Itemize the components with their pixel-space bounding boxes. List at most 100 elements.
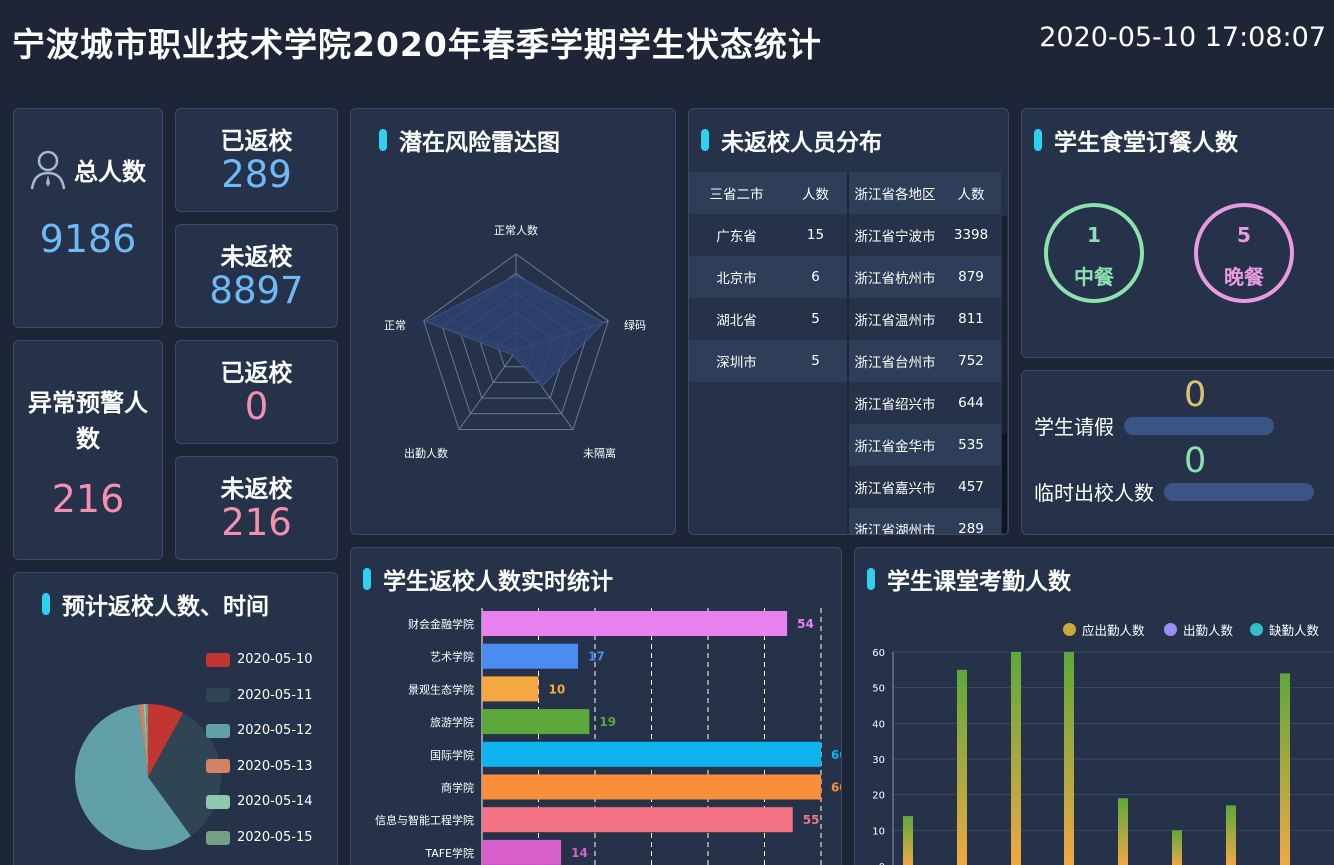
leave-bar: [1124, 416, 1274, 435]
province-table: 三省二市 人数 广东省 15 北京市 6 湖北省 5 深圳市 5: [689, 172, 847, 382]
attendance-y-tick: 60: [872, 648, 885, 659]
not-returned-label: 未返校: [220, 243, 293, 271]
table-cell: 289: [958, 521, 984, 535]
lunch-circle: 1 中餐: [1044, 203, 1144, 303]
bar-category-label: 信息与智能工程学院: [375, 813, 474, 827]
leave-panel: 0 学生请假 0 临时出校人数: [1021, 370, 1334, 535]
bar-value-label: 54: [797, 617, 814, 631]
pie-legend-item[interactable]: 2020-05-10: [206, 652, 313, 667]
leave-value: 0: [1184, 375, 1207, 415]
total-card: 总人数 9186: [13, 108, 163, 328]
return-bar-title: 学生返校人数实时统计: [363, 562, 613, 596]
bar-category-label: 旅游学院: [430, 715, 474, 729]
legend-swatch: [206, 652, 230, 667]
legend-label: 2020-05-15: [237, 830, 313, 845]
attendance-bar: [1280, 673, 1290, 865]
attendance-y-tick: 0: [879, 862, 885, 865]
attendance-chart: 0 10 20 30 40 50 60: [872, 648, 1334, 865]
radar-axis: [458, 350, 517, 430]
table-cell: 457: [958, 479, 984, 495]
attendance-bar: [1118, 798, 1128, 865]
bar-value-label: 55: [803, 813, 820, 827]
attendance-bar: [1226, 805, 1236, 865]
abnormal-label: 异常预警人数: [28, 389, 148, 453]
pie-legend-item[interactable]: 2020-05-12: [206, 723, 313, 738]
temp-label: 临时出校人数: [1034, 481, 1154, 505]
bar-mark: [482, 774, 821, 800]
abnormal-not-returned-value: 216: [221, 501, 292, 544]
table-row: 浙江省杭州市 879: [849, 256, 1001, 298]
table-row: 广东省 15: [689, 214, 847, 256]
abnormal-not-returned-label: 未返校: [220, 475, 293, 503]
table-cell: 浙江省温州市: [854, 313, 936, 329]
pie-slice: [74, 704, 191, 850]
table-cell: 浙江省绍兴市: [854, 397, 936, 413]
table-cell: 5: [811, 311, 820, 327]
title-accent: [1034, 129, 1042, 151]
zhejiang-table[interactable]: 浙江省各地区 人数 浙江省宁波市 3398 浙江省杭州市 879 浙江省温州市 811 浙江省台…: [849, 172, 1001, 535]
radar-indicator-label: 正常: [384, 319, 406, 332]
radar-indicator-label: 出勤人数: [404, 446, 448, 460]
table-cell: 6: [811, 269, 820, 285]
temp-value: 0: [1184, 441, 1207, 481]
radar-series-area: [424, 274, 605, 388]
table-cell: 644: [958, 395, 984, 411]
bar-mark: [482, 676, 539, 702]
abnormal-returned-card: 已返校 0: [175, 340, 338, 444]
bar-category-label: 国际学院: [430, 748, 474, 762]
attendance-panel: 学生课堂考勤人数 应出勤人数 出勤人数 缺勤人数 0 10 20 30 40 50 60: [854, 547, 1334, 865]
scrollbar-thumb[interactable]: [1002, 434, 1007, 534]
table-row: 浙江省绍兴市 644: [849, 382, 1001, 424]
attendance-y-tick: 30: [872, 755, 885, 766]
attendance-y-tick: 10: [872, 826, 885, 837]
pie-slice: [148, 704, 184, 777]
table-row: 浙江省金华市 535: [849, 424, 1001, 466]
canteen-title: 学生食堂订餐人数: [1034, 123, 1238, 157]
table-header-row: 三省二市 人数: [689, 172, 847, 214]
radar-grid-ring: [423, 253, 609, 430]
table-cell: 广东省: [716, 229, 757, 245]
bar-mark: [482, 611, 788, 636]
legend-label: 应出勤人数: [1082, 623, 1145, 638]
abnormal-returned-value: 0: [244, 385, 269, 428]
attendance-bar: [1172, 830, 1182, 865]
lunch-label: 中餐: [1074, 265, 1114, 289]
bar-category-label: 艺术学院: [430, 650, 474, 664]
bar-mark: [482, 807, 793, 833]
bar-value-label: 17: [588, 650, 605, 664]
pie-legend-item[interactable]: 2020-05-14: [206, 794, 313, 809]
not-returned-value: 8897: [209, 269, 304, 312]
table-cell: 浙江省湖州市: [854, 523, 936, 535]
table-header-cell: 人数: [802, 187, 829, 203]
attendance-bar: [957, 669, 967, 865]
scrollbar-track[interactable]: [1002, 216, 1007, 534]
attendance-bar: [1011, 652, 1021, 865]
table-row: 北京市 6: [689, 256, 847, 298]
legend-label: 2020-05-11: [237, 687, 313, 703]
distribution-title-text: 未返校人员分布: [721, 130, 882, 156]
attendance-legend-item[interactable]: 缺勤人数: [1250, 620, 1319, 639]
abnormal-card: 异常预警人数 216: [13, 340, 163, 560]
legend-label: 2020-05-10: [237, 652, 313, 667]
pie-legend-item[interactable]: 2020-05-15: [206, 830, 313, 845]
attendance-title-text: 学生课堂考勤人数: [887, 569, 1071, 595]
table-row: 深圳市 5: [689, 340, 847, 382]
table-row: 浙江省台州市 752: [849, 340, 1001, 382]
page-title: 宁波城市职业技术学院2020年春季学期学生状态统计: [12, 25, 822, 64]
canteen-panel: 学生食堂订餐人数 1 中餐 5 晚餐: [1021, 108, 1334, 358]
table-cell: 15: [806, 227, 825, 243]
canteen-title-text: 学生食堂订餐人数: [1054, 130, 1238, 156]
attendance-bar: [903, 816, 913, 865]
table-header-cell: 人数: [957, 187, 985, 203]
pie-legend-item[interactable]: 2020-05-11: [206, 688, 313, 703]
table-header-cell: 浙江省各地区: [854, 187, 936, 203]
dinner-count: 5: [1237, 223, 1251, 247]
attendance-legend-item[interactable]: 出勤人数: [1164, 620, 1233, 639]
distribution-panel: 未返校人员分布 三省二市 人数 广东省 15 北京市 6 湖北省 5 深圳市 5 浙江省各地区 人数…: [688, 108, 1009, 535]
table-cell: 浙江省金华市: [854, 439, 936, 455]
attendance-legend-item[interactable]: 应出勤人数: [1063, 620, 1145, 639]
legend-label: 2020-05-14: [237, 794, 313, 810]
dinner-circle: 5 晚餐: [1194, 203, 1294, 303]
pie-legend-item[interactable]: 2020-05-13: [206, 759, 313, 774]
returned-value: 289: [221, 153, 292, 196]
